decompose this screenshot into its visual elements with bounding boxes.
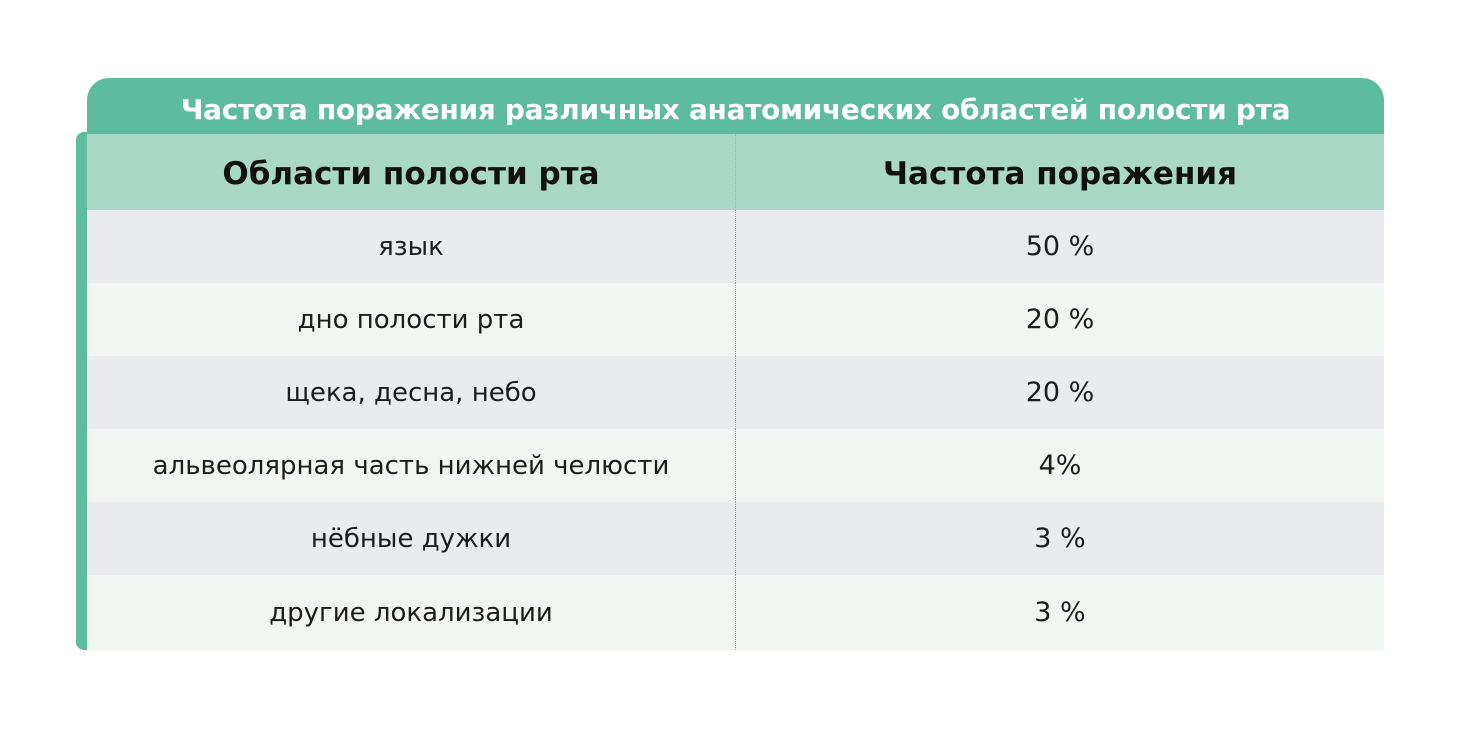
- table-row: другие локализации 3 %: [87, 575, 1384, 650]
- frequency-cell: 20 %: [1025, 304, 1095, 335]
- table-row: нёбные дужки 3 %: [87, 502, 1384, 576]
- table-title: Частота поражения различных анатомически…: [180, 92, 1291, 126]
- table-grid: Области полости рта Частота поражения яз…: [87, 134, 1384, 650]
- area-cell: нёбные дужки: [87, 502, 736, 575]
- table-row: язык 50 %: [87, 210, 1384, 284]
- area-cell: щека, десна, небо: [87, 356, 736, 429]
- area-cell: другие локализации: [87, 575, 736, 650]
- frequency-cell: 50 %: [1025, 231, 1095, 262]
- column-header-frequency: Частота поражения: [882, 156, 1238, 192]
- table-row: щека, десна, небо 20 %: [87, 356, 1384, 430]
- table-header-row: Области полости рта Частота поражения: [87, 134, 1384, 211]
- frequency-cell: 3 %: [1034, 523, 1086, 554]
- column-header-area: Области полости рта: [87, 134, 736, 210]
- area-cell: язык: [87, 210, 736, 283]
- table-row: дно полости рта 20 %: [87, 283, 1384, 357]
- table-row: альвеолярная часть нижней челюсти 4%: [87, 429, 1384, 503]
- area-cell: альвеолярная часть нижней челюсти: [87, 429, 736, 502]
- area-cell: дно полости рта: [87, 283, 736, 356]
- frequency-cell: 4%: [1038, 450, 1082, 481]
- frequency-cell: 20 %: [1025, 377, 1095, 408]
- accent-stripe: [76, 132, 87, 650]
- frequency-table: Частота поражения различных анатомически…: [76, 78, 1384, 650]
- table-title-bar: Частота поражения различных анатомически…: [87, 78, 1384, 134]
- frequency-cell: 3 %: [1034, 597, 1086, 628]
